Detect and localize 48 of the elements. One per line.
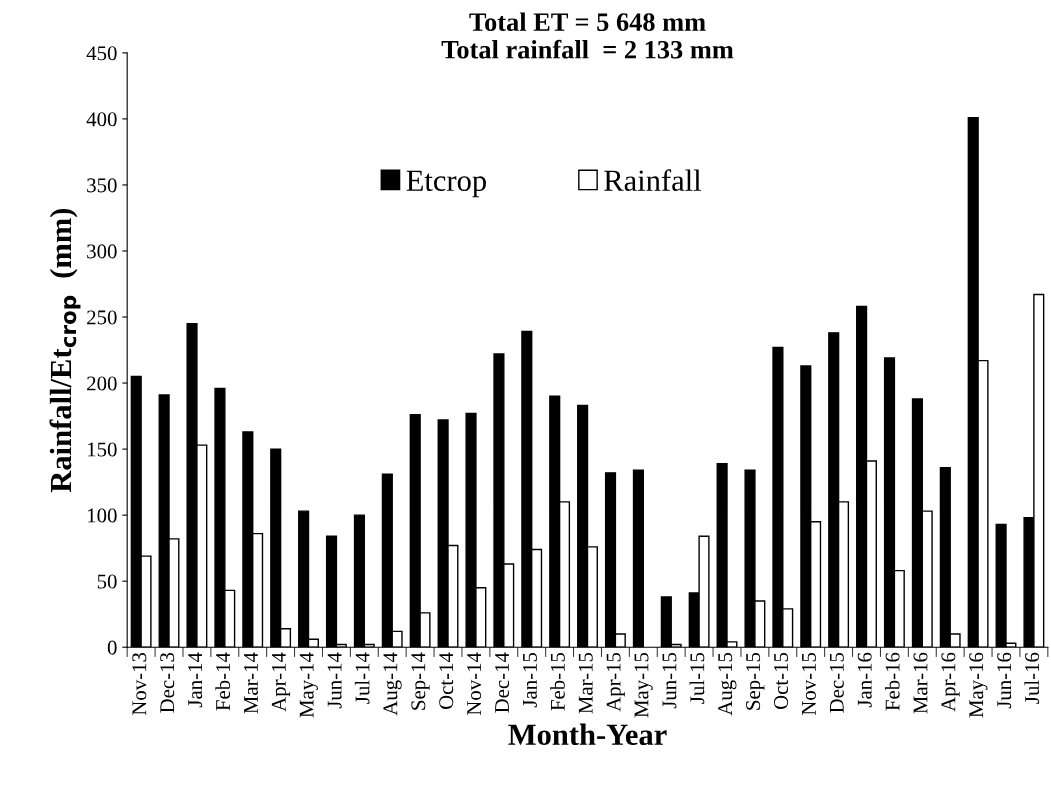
- x-tick-label: May-16: [969, 652, 988, 718]
- y-tick-label: 250: [87, 310, 117, 325]
- x-tick-label: Apr-16: [941, 652, 960, 712]
- x-tick-label: Oct-15: [774, 652, 789, 710]
- x-tick-label: Mar-15: [578, 652, 593, 714]
- y-tick-label: 150: [88, 442, 117, 457]
- x-tick-label: Jul-15: [689, 652, 705, 704]
- x-tick-label: Nov-15: [801, 652, 816, 716]
- x-tick-label: Nov-14: [467, 652, 482, 716]
- x-tick-label: Jul-14: [354, 652, 370, 704]
- x-tick-label: Jun-15: [662, 652, 677, 709]
- x-tick-label: Sep-15: [746, 652, 765, 710]
- x-tick-label: Aug-14: [383, 652, 402, 716]
- x-tick-label: Jun-16: [997, 652, 1012, 709]
- x-tick-label: Aug-15: [718, 652, 737, 716]
- x-tick-label: May-14: [299, 652, 318, 718]
- x-tick-label: Jan-15: [522, 652, 537, 708]
- x-axis-title: Month-Year: [508, 723, 667, 746]
- y-tick-label: 50: [97, 574, 117, 589]
- y-tick-label: 450: [86, 46, 117, 61]
- x-tick-label: Feb-14: [215, 652, 231, 711]
- x-tick-label: Mar-16: [913, 652, 928, 714]
- legend-label: Rainfall: [604, 169, 702, 192]
- x-tick-label: Dec-13: [160, 652, 175, 713]
- x-tick-label: Jan-16: [857, 652, 872, 708]
- y-tick-label: 100: [88, 508, 117, 523]
- y-tick-label: 300: [87, 244, 117, 259]
- x-tick-label: May-15: [634, 652, 653, 718]
- x-tick-label: Apr-15: [606, 652, 625, 712]
- x-tick-label: Nov-13: [132, 652, 147, 716]
- y-tick-label: 0: [107, 640, 117, 655]
- x-tick-label: Jul-16: [1024, 652, 1040, 704]
- y-axis-title: Rainfall/Et$_{crop}$ (mm): [49, 208, 81, 493]
- x-tick-label: Oct-14: [439, 652, 454, 710]
- x-tick-label: Apr-14: [271, 652, 291, 712]
- x-tick-label: Sep-14: [411, 652, 430, 710]
- x-tick-label: Jun-14: [327, 652, 342, 709]
- x-tick-label: Dec-14: [495, 652, 510, 713]
- x-tick-label: Jan-14: [188, 652, 203, 708]
- legend-label: Etcrop: [406, 170, 486, 198]
- y-tick-label: 400: [86, 112, 117, 127]
- x-tick-label: Feb-16: [884, 652, 900, 711]
- x-tick-label: Dec-15: [829, 652, 844, 713]
- y-tick-label: 350: [87, 178, 117, 193]
- chart-title: Total ET = 5 648 mm Total rainfall = 2 133 mm: [441, 12, 734, 59]
- y-tick-label: 200: [87, 376, 117, 391]
- x-tick-label: Mar-14: [243, 652, 258, 714]
- x-tick-label: Feb-15: [550, 652, 565, 711]
